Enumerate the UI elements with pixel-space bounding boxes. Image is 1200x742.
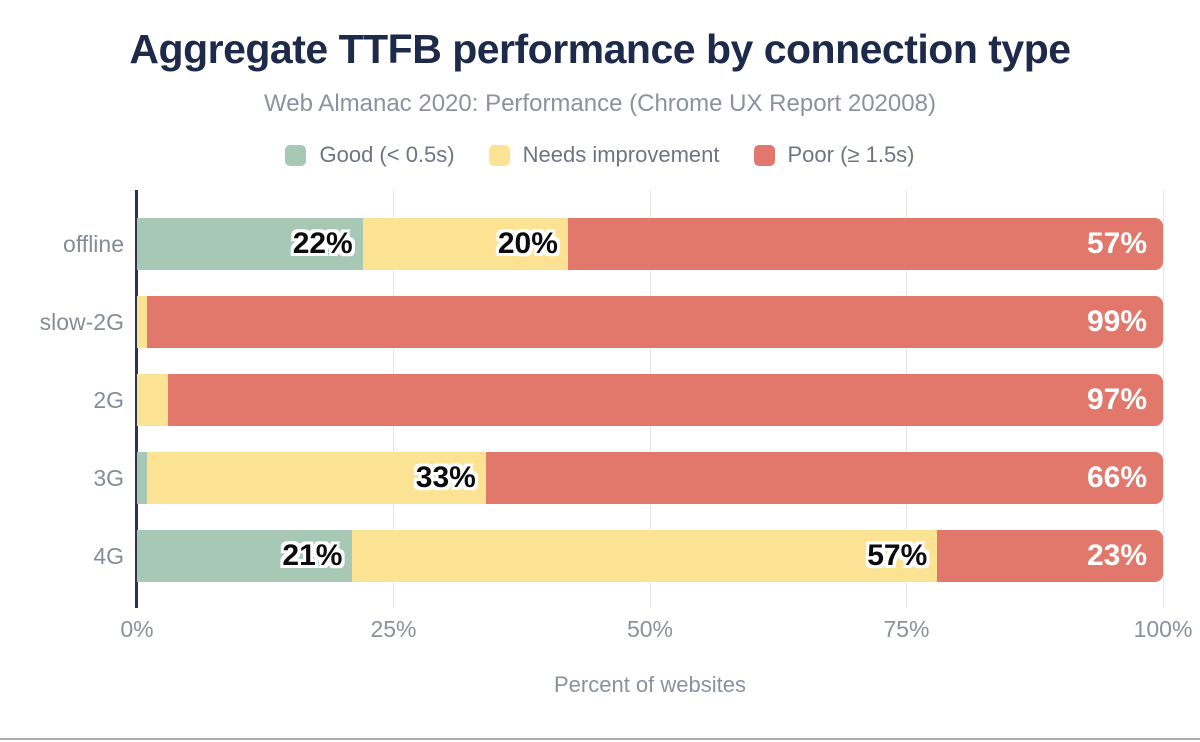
bar-segment (485, 452, 1163, 504)
legend-item: Needs improvement (488, 142, 720, 168)
category-label: offline (63, 231, 124, 257)
bar-segment (352, 530, 938, 582)
x-tick-label: 50% (626, 616, 674, 642)
bar-value-label: 99% (1086, 305, 1147, 338)
bar-segment (147, 452, 486, 504)
gridline (1162, 190, 1164, 608)
category-label: 2G (93, 387, 124, 413)
y-axis-line (135, 190, 138, 608)
legend-swatch (488, 144, 510, 166)
bar-segment (567, 218, 1163, 270)
chart-subtitle: Web Almanac 2020: Performance (Chrome UX… (264, 90, 936, 117)
bar-row: 21% 57% 23% (137, 530, 1163, 582)
bar-segment (937, 530, 1163, 582)
bar-value-label: 66% (1086, 461, 1147, 494)
plot-area: 22%20%57%1%99%3%97%1%33%66%21%57%23% (135, 190, 1164, 608)
legend-label: Poor (≥ 1.5s) (787, 142, 915, 167)
legend-label: Needs improvement (522, 142, 720, 167)
x-tick-label: 100% (1133, 616, 1193, 642)
legend: Good (< 0.5s) Needs improvement Poor (≥ 1.… (0, 140, 1200, 170)
bar-row: 1%99% (137, 296, 1163, 348)
bottom-border-line (0, 738, 1200, 740)
category-label: 4G (93, 543, 124, 569)
bar-segment (137, 452, 148, 504)
category-axis-labels: offline slow-2G 2G 3G 4G (0, 190, 124, 608)
bar-segment (137, 530, 353, 582)
bar-segment (147, 296, 1163, 348)
chart-title: Aggregate TTFB performance by connection… (129, 26, 1071, 72)
bar-segment (167, 374, 1163, 426)
bar-value-label: 23% (1086, 539, 1147, 572)
legend-label: Good (< 0.5s) (319, 142, 455, 167)
category-label: slow-2G (39, 309, 124, 335)
x-axis-tick-labels: 0% 25% 50% 75% 100% (120, 616, 1192, 644)
x-tick-label: 0% (120, 616, 154, 642)
x-axis-title: Percent of websites (554, 672, 746, 697)
x-tick-label: 75% (883, 616, 930, 642)
bar-segment (137, 374, 168, 426)
bar-row: 3%97% (137, 374, 1163, 426)
category-label: 3G (93, 465, 124, 491)
bar-value-label: 21% (282, 539, 343, 572)
bar-segment (137, 218, 363, 270)
bar-segment (137, 296, 148, 348)
bar-value-label: 57% (867, 539, 928, 572)
legend-item: Poor (≥ 1.5s) (753, 142, 915, 168)
bar-value-label: 57% (1086, 227, 1147, 260)
bar-value-label: 20% (497, 227, 558, 260)
x-tick-label: 25% (370, 616, 417, 642)
legend-swatch (285, 144, 307, 166)
legend-swatch (753, 144, 775, 166)
bar-segment (362, 218, 568, 270)
bar-value-label: 33% (415, 461, 476, 494)
legend-item: Good (< 0.5s) (285, 142, 455, 168)
bar-value-label: 22% (292, 227, 353, 260)
bar-row: 22% 20% 57% (137, 218, 1163, 270)
bar-value-label: 97% (1086, 383, 1147, 416)
bar-row: 1%33%66% (137, 452, 1163, 504)
